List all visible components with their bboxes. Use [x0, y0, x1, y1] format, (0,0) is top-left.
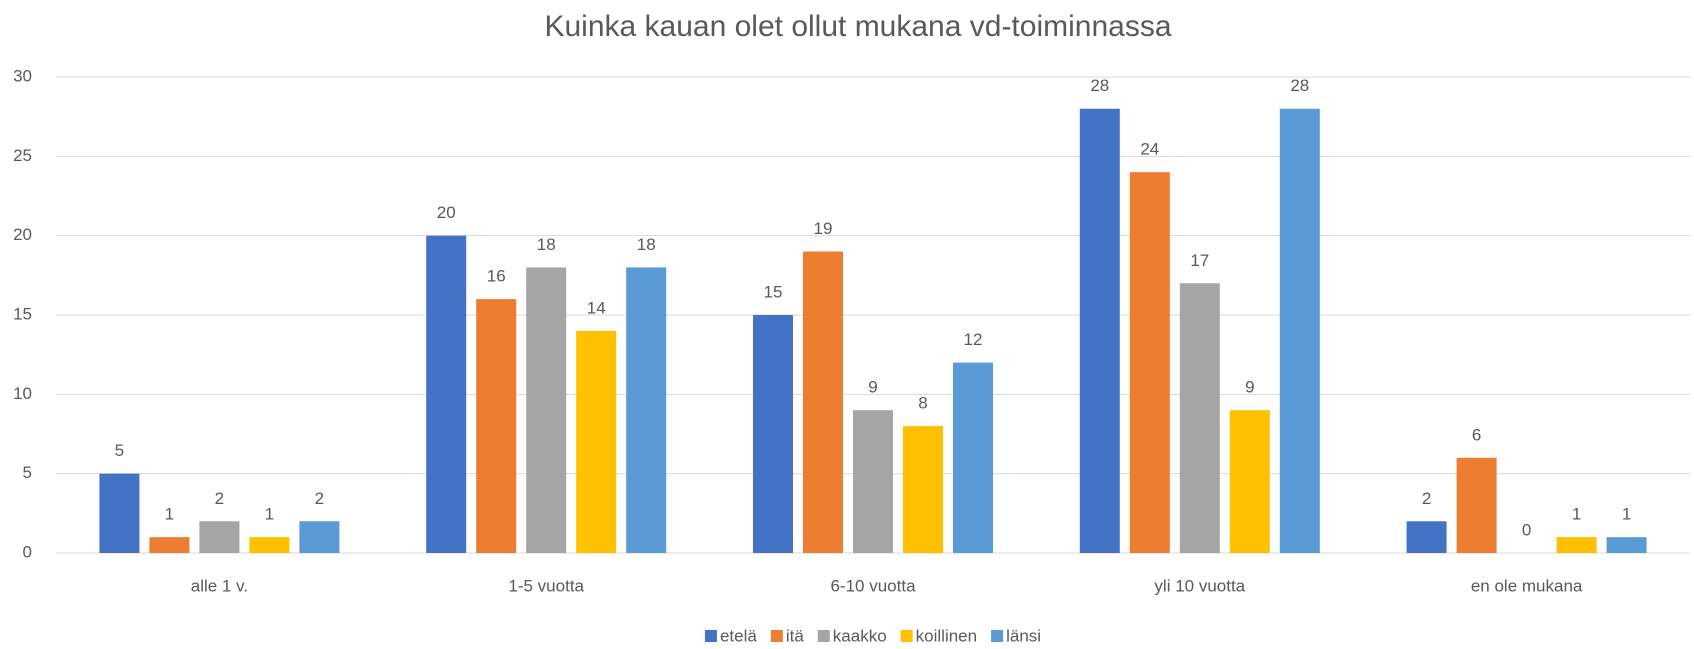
x-tick-label: 6-10 vuotta	[830, 576, 916, 595]
legend-label: itä	[786, 626, 805, 645]
y-tick-label: 20	[13, 225, 32, 244]
data-label: 9	[868, 378, 877, 397]
bar	[99, 473, 140, 553]
bar	[626, 267, 667, 553]
bar	[1129, 172, 1170, 553]
bar	[1456, 457, 1497, 553]
bar	[1606, 537, 1647, 553]
bar	[753, 315, 793, 553]
legend-swatch	[817, 630, 830, 642]
legend-swatch	[900, 630, 913, 642]
bar	[1179, 283, 1220, 553]
data-label: 1	[1572, 505, 1581, 524]
bar	[1279, 108, 1320, 553]
y-tick-label: 10	[13, 384, 32, 403]
legend-label: kaakko	[833, 626, 887, 645]
data-label: 6	[1472, 425, 1481, 444]
data-label: 18	[637, 235, 656, 254]
data-label: 17	[1190, 251, 1209, 270]
data-label: 0	[1522, 520, 1531, 539]
bar	[1556, 537, 1597, 553]
bar	[803, 251, 843, 554]
data-label: 20	[437, 203, 456, 222]
y-tick-label: 30	[13, 66, 32, 85]
bar	[199, 521, 240, 553]
data-label: 28	[1090, 76, 1109, 95]
x-tick-label: en ole mukana	[1471, 576, 1583, 595]
bar	[476, 299, 517, 553]
x-tick-label: yli 10 vuotta	[1154, 576, 1245, 595]
data-label: 28	[1290, 76, 1309, 95]
legend-swatch	[770, 630, 783, 642]
bar	[576, 330, 617, 553]
bar	[903, 426, 943, 553]
legend-swatch	[991, 630, 1004, 642]
legend: etelä itä kaakko koillinen länsi	[704, 626, 1041, 645]
x-tick-label: 1-5 vuotta	[508, 576, 584, 595]
bar	[426, 235, 467, 553]
y-tick-label: 5	[23, 463, 32, 482]
y-tick-label: 0	[23, 542, 32, 561]
bar	[953, 362, 993, 553]
legend-label: etelä	[720, 626, 757, 645]
data-label: 2	[315, 489, 324, 508]
bar	[853, 410, 893, 553]
bar	[1406, 521, 1447, 553]
data-label: 14	[587, 298, 606, 317]
data-label: 1	[165, 505, 174, 524]
y-tick-label: 15	[13, 304, 32, 323]
bar	[1229, 410, 1270, 553]
data-label: 18	[537, 235, 556, 254]
bar	[526, 267, 567, 553]
bar	[249, 537, 290, 553]
bar	[149, 537, 190, 553]
data-label: 1	[1622, 505, 1631, 524]
data-label: 5	[115, 441, 124, 460]
data-label: 19	[814, 219, 833, 238]
data-label: 8	[918, 394, 927, 413]
data-label: 9	[1245, 378, 1254, 397]
data-label: 12	[964, 330, 983, 349]
x-tick-label: alle 1 v.	[191, 576, 248, 595]
chart-title: Kuinka kauan olet ollut mukana vd-toimin…	[544, 10, 1171, 43]
legend-label: koillinen	[916, 626, 977, 645]
legend-label: länsi	[1006, 626, 1041, 645]
bar	[1079, 108, 1120, 553]
bar	[299, 521, 340, 553]
legend-swatch	[704, 630, 717, 642]
data-label: 24	[1140, 140, 1159, 159]
data-label: 2	[215, 489, 224, 508]
data-label: 1	[265, 505, 274, 524]
data-label: 15	[764, 282, 783, 301]
data-label: 16	[487, 267, 506, 286]
data-label: 2	[1422, 489, 1431, 508]
y-tick-label: 25	[13, 146, 32, 165]
